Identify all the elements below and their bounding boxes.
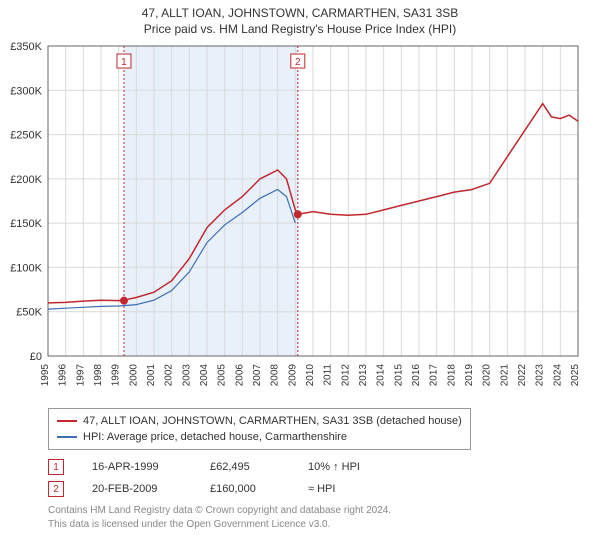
chart-container: 47, ALLT IOAN, JOHNSTOWN, CARMARTHEN, SA… [0, 0, 600, 560]
svg-text:1995: 1995 [40, 364, 51, 387]
legend-swatch-1 [57, 420, 77, 422]
svg-text:2014: 2014 [376, 364, 387, 387]
svg-text:2007: 2007 [252, 364, 263, 387]
svg-text:2020: 2020 [482, 364, 493, 387]
svg-text:2013: 2013 [358, 364, 369, 387]
svg-text:£200K: £200K [10, 174, 42, 186]
svg-text:2005: 2005 [217, 364, 228, 387]
svg-text:2017: 2017 [429, 364, 440, 387]
svg-text:1997: 1997 [75, 364, 86, 387]
svg-text:2016: 2016 [411, 364, 422, 387]
svg-text:2000: 2000 [128, 364, 139, 387]
svg-text:2: 2 [295, 57, 301, 68]
svg-text:2006: 2006 [234, 364, 245, 387]
svg-text:2022: 2022 [517, 364, 528, 387]
sale-badge-2: 2 [48, 481, 64, 497]
legend-label-1: 47, ALLT IOAN, JOHNSTOWN, CARMARTHEN, SA… [83, 413, 462, 429]
svg-text:1996: 1996 [58, 364, 69, 387]
svg-text:£0: £0 [30, 351, 42, 363]
svg-text:2015: 2015 [393, 364, 404, 387]
legend-label-2: HPI: Average price, detached house, Carm… [83, 429, 347, 445]
legend: 47, ALLT IOAN, JOHNSTOWN, CARMARTHEN, SA… [48, 408, 471, 450]
svg-text:2001: 2001 [146, 364, 157, 387]
svg-text:2024: 2024 [552, 364, 563, 387]
sale-price-1: £62,495 [210, 461, 280, 473]
footer-line-2: This data is licensed under the Open Gov… [48, 518, 391, 532]
footer: Contains HM Land Registry data © Crown c… [48, 504, 391, 532]
sale-hpi-1: 10% ↑ HPI [308, 461, 398, 473]
svg-text:1998: 1998 [93, 364, 104, 387]
svg-text:2025: 2025 [570, 364, 581, 387]
legend-row-1: 47, ALLT IOAN, JOHNSTOWN, CARMARTHEN, SA… [57, 413, 462, 429]
svg-text:2011: 2011 [323, 364, 334, 386]
svg-text:2002: 2002 [164, 364, 175, 387]
sale-row-2: 2 20-FEB-2009 £160,000 ≈ HPI [48, 478, 398, 500]
sale-row-1: 1 16-APR-1999 £62,495 10% ↑ HPI [48, 456, 398, 478]
svg-text:£150K: £150K [10, 218, 42, 230]
svg-text:£250K: £250K [10, 130, 42, 142]
sale-date-2: 20-FEB-2009 [92, 483, 182, 495]
svg-text:1: 1 [121, 57, 127, 68]
svg-text:2004: 2004 [199, 364, 210, 387]
legend-swatch-2 [57, 436, 77, 438]
svg-text:£100K: £100K [10, 262, 42, 274]
sale-records: 1 16-APR-1999 £62,495 10% ↑ HPI 2 20-FEB… [48, 456, 398, 500]
svg-text:£300K: £300K [10, 85, 42, 97]
svg-text:2003: 2003 [181, 364, 192, 387]
svg-text:2008: 2008 [270, 364, 281, 387]
sale-hpi-2: ≈ HPI [308, 483, 398, 495]
svg-text:1999: 1999 [111, 364, 122, 387]
footer-line-1: Contains HM Land Registry data © Crown c… [48, 504, 391, 518]
sale-price-2: £160,000 [210, 483, 280, 495]
chart-title: 47, ALLT IOAN, JOHNSTOWN, CARMARTHEN, SA… [0, 0, 600, 20]
svg-text:2009: 2009 [287, 364, 298, 387]
chart-subtitle: Price paid vs. HM Land Registry's House … [0, 20, 600, 40]
sale-date-1: 16-APR-1999 [92, 461, 182, 473]
svg-text:£350K: £350K [10, 41, 42, 53]
svg-text:£50K: £50K [16, 307, 42, 319]
sale-badge-1: 1 [48, 459, 64, 475]
legend-row-2: HPI: Average price, detached house, Carm… [57, 429, 462, 445]
svg-text:2021: 2021 [499, 364, 510, 387]
chart-plot: £0£50K£100K£150K£200K£250K£300K£350K1995… [48, 46, 578, 386]
svg-text:2023: 2023 [535, 364, 546, 387]
svg-text:2010: 2010 [305, 364, 316, 387]
svg-text:2018: 2018 [446, 364, 457, 387]
svg-text:2019: 2019 [464, 364, 475, 387]
svg-text:2012: 2012 [340, 364, 351, 387]
